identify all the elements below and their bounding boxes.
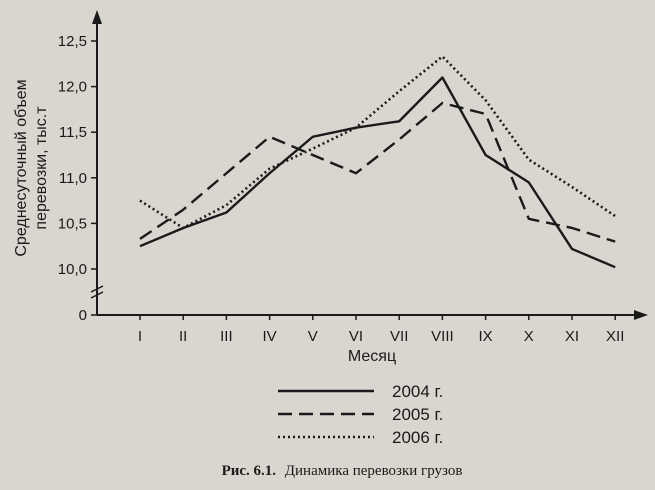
y-tick-label: 10,5 <box>58 215 87 232</box>
y-axis-title-line1: Среднесуточный объем <box>13 79 30 256</box>
y-tick-label: 0 <box>79 307 87 324</box>
y-axis-ticks: 0 10,0 10,5 11,0 11,5 12,0 12,5 <box>58 33 97 324</box>
caption-figure-number: Рис. 6.1. <box>222 463 277 479</box>
x-axis-title: Месяц <box>348 348 396 365</box>
x-tick-label: X <box>524 328 534 345</box>
legend-label-3: 2006 г. <box>392 428 443 447</box>
y-tick-label: 12,0 <box>58 79 87 96</box>
x-tick-label: IV <box>263 328 277 345</box>
x-tick-label: XII <box>606 328 624 345</box>
figure-caption: Рис. 6.1. Динамика перевозки грузов <box>222 463 463 479</box>
legend-label-2: 2005 г. <box>392 405 443 424</box>
y-tick-label: 11,0 <box>59 170 87 187</box>
axis-break-mark <box>90 285 104 293</box>
caption-text: Динамика перевозки грузов <box>285 463 463 479</box>
axis-break-mark <box>90 291 104 299</box>
x-tick-label: VII <box>390 328 408 345</box>
x-tick-label: II <box>179 328 187 345</box>
x-tick-label: III <box>220 328 233 345</box>
y-tick-label: 11,5 <box>59 124 87 141</box>
y-axis-title-line2: перевозки, тыс.т <box>33 106 50 230</box>
x-tick-label: I <box>138 328 142 345</box>
x-axis-ticks: I II III IV V VI VII VIII IX X XI XII <box>138 315 624 345</box>
x-tick-label: V <box>308 328 318 345</box>
legend-label-1: 2004 г. <box>392 382 443 401</box>
x-tick-label: IX <box>479 328 493 345</box>
series-line-1 <box>139 76 616 269</box>
y-axis-arrow <box>92 10 102 24</box>
legend: 2004 г. 2005 г. 2006 г. <box>278 382 443 447</box>
x-tick-label: XI <box>565 328 579 345</box>
x-tick-label: VI <box>349 328 363 345</box>
x-axis-arrow <box>634 310 648 320</box>
y-tick-label: 12,5 <box>58 33 87 50</box>
y-tick-label: 10,0 <box>58 261 87 278</box>
series-lines <box>139 55 616 269</box>
series-line-2 <box>139 101 616 243</box>
series-line-3 <box>139 55 616 230</box>
x-tick-label: VIII <box>431 328 454 345</box>
axes <box>90 10 648 320</box>
